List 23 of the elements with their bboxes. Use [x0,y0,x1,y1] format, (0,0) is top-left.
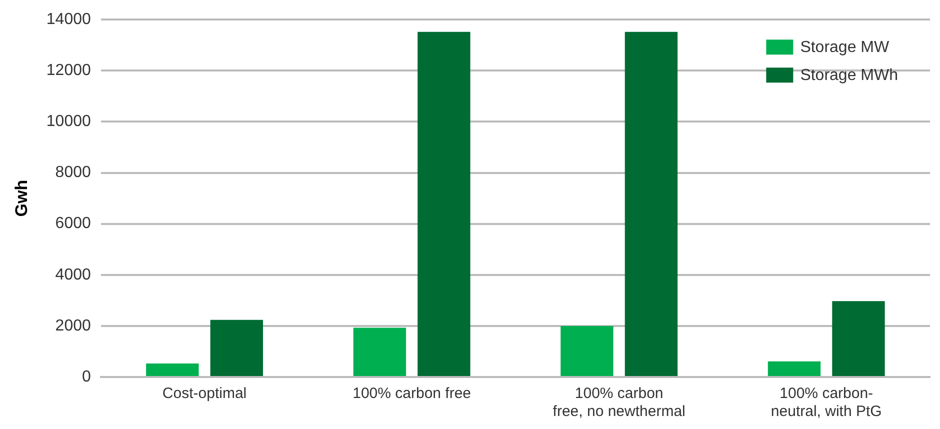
y-tick-label: 6000 [55,215,91,232]
bar [624,32,678,376]
bar [353,328,406,376]
y-tick-label: 14000 [46,11,91,28]
legend-label: Storage MW [800,39,890,56]
y-tick-label: 8000 [55,164,91,182]
bar [210,320,264,376]
x-tick-label: 100% carbon- neutral, with PtG [770,385,882,420]
legend-label: Storage MWh [800,67,898,84]
bar [146,363,199,376]
bar [768,361,821,376]
y-tick-label: 2000 [55,317,91,334]
bar [560,326,614,376]
x-tick-label: Cost-optimal [162,385,247,402]
y-tick-label: 0 [82,368,91,386]
x-tick-label: 100% carbon free, no newthermal [552,385,686,420]
bar [418,32,470,376]
y-tick-label: 4000 [55,266,91,284]
x-tick-label: 100% carbon free [352,385,472,402]
y-axis-title: Gwh [12,180,31,217]
bar [832,301,885,376]
y-tick-label: 12000 [46,62,91,80]
y-tick-label: 10000 [46,113,91,130]
